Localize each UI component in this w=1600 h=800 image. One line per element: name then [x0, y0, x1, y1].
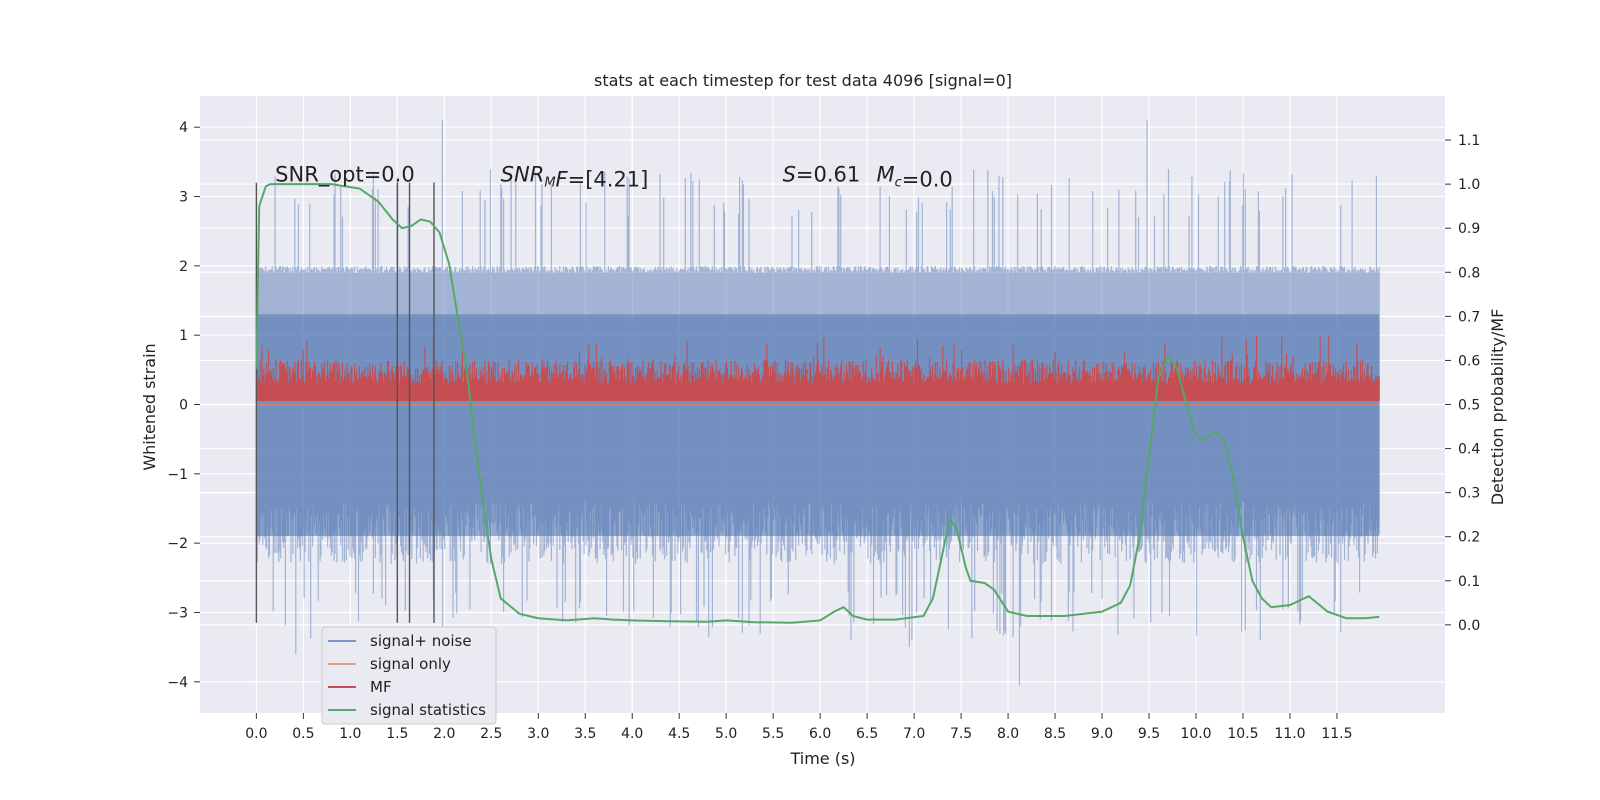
x-tick-label: 2.5: [480, 726, 502, 742]
legend-label: signal only: [370, 655, 451, 673]
y2-tick-label: 0.2: [1458, 530, 1480, 546]
x-tick-label: 9.5: [1138, 726, 1160, 742]
x-tick-label: 5.5: [762, 726, 784, 742]
annotations: SNR_opt=0.0 SNRMF=[4.21] S=0.61 Mc=0.0: [275, 163, 953, 192]
x-tick-label: 9.0: [1091, 726, 1113, 742]
y2-tick-label: 0.9: [1458, 221, 1480, 237]
legend: signal+ noise signal only MF signal statist…: [321, 626, 497, 725]
y-tick-label: −1: [167, 467, 188, 483]
x-tick-label: 1.5: [386, 726, 408, 742]
x-tick-label: 0.0: [245, 726, 267, 742]
x-tick-label: 7.5: [950, 726, 972, 742]
x-tick-label: 5.0: [715, 726, 737, 742]
y-tick-label: 4: [179, 120, 188, 136]
signal-statistics-series: [255, 183, 1380, 624]
y-tick-label: 1: [179, 328, 188, 344]
chart-title: stats at each timestep for test data 409…: [594, 71, 1012, 90]
y2-tick-label: 0.7: [1458, 309, 1480, 325]
x-tick-label: 6.0: [809, 726, 831, 742]
y2-tick-label: 0.3: [1458, 486, 1480, 502]
y-axis-ticks: 4 3 2 1 0 −1 −2 −3 −4: [167, 120, 200, 691]
y2-tick-label: 0.8: [1458, 265, 1480, 281]
x-tick-label: 0.5: [292, 726, 314, 742]
x-tick-label: 8.5: [1044, 726, 1066, 742]
x-tick-label: 2.0: [433, 726, 455, 742]
legend-label: signal statistics: [370, 701, 486, 719]
x-axis-ticks: 0.0 0.5 1.0 1.5 2.0 2.5 3.0 3.5 4.0 4.5 5.0 5.5 6.0 6…: [245, 713, 1353, 742]
y2-tick-label: 0.4: [1458, 442, 1480, 458]
y2-tick-label: 0.0: [1458, 618, 1480, 634]
legend-label: MF: [370, 678, 392, 696]
x-tick-label: 10.5: [1227, 726, 1258, 742]
annotation-text: Mc=0.0: [877, 163, 953, 192]
x-tick-label: 8.0: [997, 726, 1019, 742]
y-tick-label: 2: [179, 259, 188, 275]
x-tick-label: 4.0: [621, 726, 643, 742]
x-tick-label: 11.5: [1321, 726, 1352, 742]
y-tick-label: −3: [167, 605, 188, 621]
x-tick-label: 10.0: [1180, 726, 1211, 742]
x-tick-label: 7.0: [903, 726, 925, 742]
x-axis-label: Time (s): [789, 749, 855, 768]
y-tick-label: −2: [167, 536, 188, 552]
vertical-markers: [255, 182, 435, 623]
y2-tick-label: 1.0: [1458, 177, 1480, 193]
x-tick-label: 4.5: [668, 726, 690, 742]
y2-tick-label: 0.1: [1458, 574, 1480, 590]
annotation-text: SNRMF=[4.21]: [501, 163, 649, 192]
x-tick-label: 1.0: [339, 726, 361, 742]
x-tick-label: 11.0: [1274, 726, 1305, 742]
x-tick-label: 3.0: [527, 726, 549, 742]
y-axis-label: Whitened strain: [140, 343, 159, 470]
y2-axis-ticks: 1.1 1.0 0.9 0.8 0.7 0.6 0.5 0.4 0.3 0.2 0.1 0.0: [1445, 133, 1480, 634]
y-tick-label: 3: [179, 190, 188, 206]
annotation-text: S=0.61: [783, 163, 861, 187]
y2-axis-label: Detection probability/MF: [1488, 309, 1507, 506]
y2-tick-label: 0.5: [1458, 398, 1480, 414]
x-tick-label: 6.5: [856, 726, 878, 742]
annotation-text: SNR_opt=0.0: [275, 163, 415, 188]
y2-tick-label: 1.1: [1458, 133, 1480, 149]
legend-box: [321, 626, 497, 725]
legend-label: signal+ noise: [370, 632, 472, 650]
y-tick-label: 0: [179, 398, 188, 414]
y2-tick-label: 0.6: [1458, 353, 1480, 369]
y-tick-label: −4: [167, 675, 188, 691]
mf-series: [255, 335, 1380, 402]
x-tick-label: 3.5: [574, 726, 596, 742]
